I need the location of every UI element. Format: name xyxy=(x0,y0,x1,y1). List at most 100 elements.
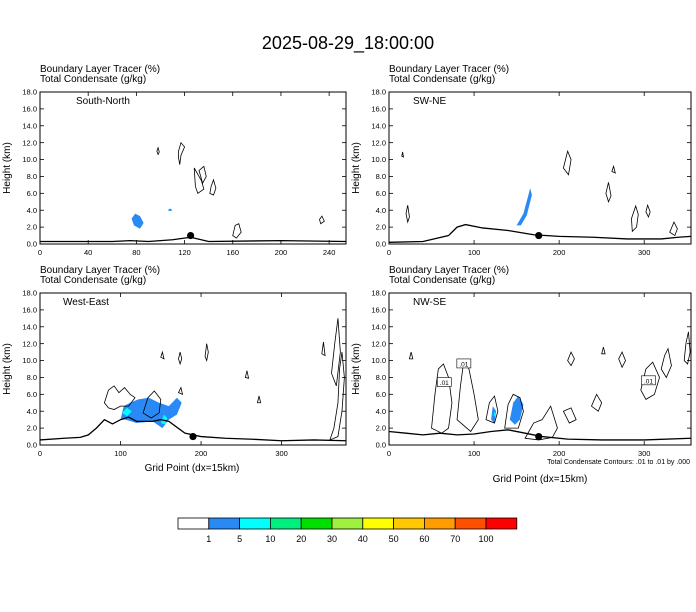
contour-label-box xyxy=(641,375,656,386)
y-tick-label: 0.0 xyxy=(27,240,37,249)
y-tick-label: 16.0 xyxy=(371,104,386,113)
condensate-contour xyxy=(405,205,410,224)
panel-header-line2: Total Condensate (g/kg) xyxy=(40,74,146,85)
colorbar-swatch xyxy=(331,517,364,530)
condensate-contour xyxy=(329,352,345,441)
y-tick-label: 8.0 xyxy=(376,373,386,382)
condensate-contour xyxy=(408,352,414,360)
y-axis-label: Height (km) xyxy=(351,142,362,194)
colorbar-label: 10 xyxy=(265,534,275,544)
terrain-line xyxy=(389,429,691,441)
colorbar-swatch xyxy=(423,517,456,530)
condensate-contour xyxy=(485,395,499,424)
colorbar-label: 60 xyxy=(419,534,429,544)
colorbar-label: 50 xyxy=(389,534,399,544)
condensate-contour xyxy=(198,165,207,185)
plot-content xyxy=(40,141,346,243)
condensate-contour xyxy=(209,178,217,196)
plot-content: .01 .01 .01 xyxy=(389,331,691,441)
tracer-region xyxy=(493,411,497,417)
colorbar-label: 5 xyxy=(237,534,242,544)
condensate-contour xyxy=(601,346,606,355)
plot-area: .01 .01 .01 0.0 2.0 4.0 6.0 8.0 10.0 12.0 14.0 16.0… xyxy=(371,289,692,458)
x-tick-label: 100 xyxy=(468,449,481,458)
plot-area: 0.0 2.0 4.0 6.0 8.0 10.0 12.0 14.0 16.0 18.0 0 100 2… xyxy=(371,88,692,257)
plot-frame xyxy=(388,91,692,245)
condensate-contour xyxy=(567,351,575,367)
panel-label: South-North xyxy=(76,96,130,107)
colorbar-swatch xyxy=(362,517,394,530)
y-tick-label: 14.0 xyxy=(22,322,37,331)
contour-footnote: Total Condensate Contours: .01 to .01 by… xyxy=(547,459,690,466)
x-tick-label: 200 xyxy=(553,248,566,257)
y-tick-label: 12.0 xyxy=(22,339,37,348)
location-marker xyxy=(535,432,543,441)
plot-frame xyxy=(39,292,347,446)
colorbar-label: 100 xyxy=(478,534,493,544)
condensate-contour xyxy=(456,359,479,433)
location-marker xyxy=(189,432,197,441)
location-marker xyxy=(186,231,195,240)
colorbar-swatch xyxy=(177,517,210,530)
x-tick-label: 0 xyxy=(387,449,391,458)
x-tick-label: 300 xyxy=(638,248,651,257)
y-tick-label: 16.0 xyxy=(22,104,37,113)
tracer-region xyxy=(167,208,173,212)
panel-sw-ne: Boundary Layer Tracer (%) Total Condensa… xyxy=(351,64,692,257)
y-tick-label: 6.0 xyxy=(376,189,386,198)
tracer-region xyxy=(122,407,132,417)
panel-label: SW-NE xyxy=(413,96,446,107)
condensate-contour xyxy=(103,385,136,410)
y-axis-label: Height (km) xyxy=(2,142,13,194)
colorbar-label: 40 xyxy=(358,534,368,544)
x-tick-label: 200 xyxy=(195,449,208,458)
y-tick-label: 14.0 xyxy=(22,121,37,130)
y-axis-label: Height (km) xyxy=(2,343,13,395)
panel-nw-se: Boundary Layer Tracer (%) Total Condensa… xyxy=(351,265,692,485)
y-tick-label: 10.0 xyxy=(371,155,386,164)
condensate-contour xyxy=(204,343,209,363)
y-tick-label: 0.0 xyxy=(27,441,37,450)
y-tick-label: 8.0 xyxy=(376,172,386,181)
condensate-contour xyxy=(660,347,672,379)
x-tick-label: 300 xyxy=(275,449,288,458)
condensate-contour xyxy=(618,351,626,369)
x-tick-label: 300 xyxy=(638,449,651,458)
contour-label: .01 xyxy=(440,380,449,387)
x-tick-label: 200 xyxy=(553,449,566,458)
y-tick-label: 2.0 xyxy=(376,424,386,433)
colorbar-label: 20 xyxy=(296,534,306,544)
y-tick-label: 14.0 xyxy=(371,322,386,331)
colorbar-label: 70 xyxy=(450,534,460,544)
y-tick-label: 2.0 xyxy=(27,223,37,232)
x-tick-label: 100 xyxy=(468,248,481,257)
y-tick-label: 16.0 xyxy=(22,305,37,314)
plot-frame xyxy=(39,91,347,245)
condensate-contour xyxy=(669,221,678,237)
y-tick-label: 10.0 xyxy=(371,356,386,365)
condensate-contour xyxy=(401,151,404,158)
x-axis-label: Grid Point (dx=15km) xyxy=(493,474,588,485)
x-tick-label: 80 xyxy=(132,248,140,257)
condensate-contour xyxy=(504,393,524,429)
condensate-contour xyxy=(244,370,250,379)
condensate-contour xyxy=(562,149,572,176)
y-tick-label: 10.0 xyxy=(22,356,37,365)
terrain-line xyxy=(40,236,346,243)
condensate-contour xyxy=(631,204,639,233)
y-tick-label: 2.0 xyxy=(376,223,386,232)
y-tick-label: 18.0 xyxy=(22,289,37,298)
x-axis-label: Grid Point (dx=15km) xyxy=(145,463,240,474)
y-tick-label: 10.0 xyxy=(22,155,37,164)
y-tick-label: 2.0 xyxy=(27,424,37,433)
y-tick-label: 4.0 xyxy=(376,407,386,416)
tracer-region xyxy=(160,414,168,425)
contour-label-box xyxy=(436,377,452,387)
colorbar-swatch xyxy=(269,517,302,530)
condensate-contour xyxy=(611,164,616,174)
condensate-contour xyxy=(232,223,242,239)
condensate-contour xyxy=(256,395,262,404)
panel-header-line1: Boundary Layer Tracer (%) xyxy=(40,64,160,75)
condensate-contour xyxy=(321,341,326,357)
